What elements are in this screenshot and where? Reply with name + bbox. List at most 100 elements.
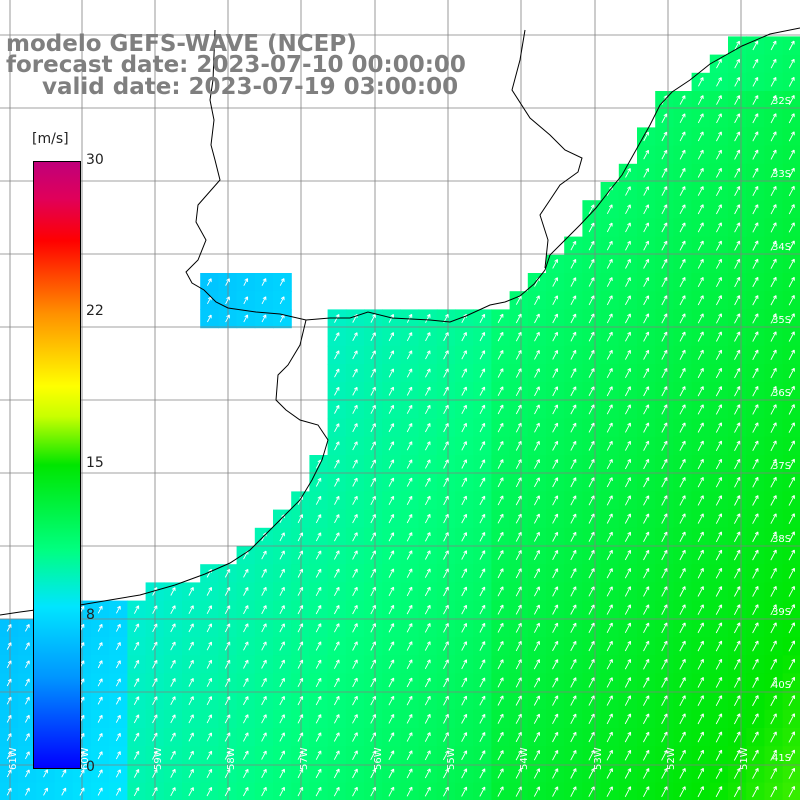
wind-arrow-1030 [370, 768, 376, 779]
wind-arrow-544 [752, 549, 759, 561]
wind-arrow-1014 [79, 769, 85, 778]
wind-arrow-155 [679, 295, 686, 306]
wind-arrow-119 [770, 258, 777, 269]
wind-arrow-856 [406, 695, 413, 706]
wind-arrow-977 [206, 750, 213, 760]
wind-arrow-125 [279, 278, 285, 286]
wind-arrow-220 [352, 350, 358, 360]
wind-arrow-835 [25, 696, 30, 705]
wind-arrow-552 [297, 568, 304, 578]
wind-arrow-443 [552, 495, 559, 506]
wind-arrow-928 [115, 732, 121, 742]
wind-arrow-112 [643, 258, 650, 269]
wind-arrow-445 [588, 495, 595, 506]
wind-arrow-1070 [297, 786, 304, 797]
wind-arrow-146 [515, 295, 522, 305]
wind-arrow-595 [424, 586, 431, 597]
wind-arrow-893 [279, 714, 285, 724]
wind-arrow-817 [497, 677, 504, 688]
wind-arrow-1081 [497, 786, 504, 797]
wind-arrow-420 [643, 477, 650, 488]
wind-arrow-506 [624, 531, 631, 542]
wind-arrow-1037 [497, 768, 504, 779]
wind-arrow-193 [334, 332, 340, 342]
wind-arrow-1054 [6, 787, 12, 796]
wind-arrow-877 [788, 695, 795, 707]
wind-arrow-1038 [515, 768, 522, 779]
wind-arrow-227 [479, 350, 486, 360]
wind-arrow-755 [170, 659, 176, 669]
wind-arrow-902 [443, 713, 449, 724]
wind-arrow-330 [461, 422, 467, 433]
wind-arrow-76 [697, 204, 704, 215]
wind-arrow-501 [534, 531, 540, 542]
wind-arrow-115 [697, 258, 704, 269]
wind-arrow-517 [261, 550, 267, 560]
wind-arrow-950 [515, 731, 522, 743]
wind-arrow-1051 [752, 767, 759, 779]
wind-arrow-160 [770, 295, 777, 306]
wind-arrow-943 [388, 732, 395, 742]
wind-arrow-605 [606, 586, 613, 597]
wind-arrow-717 [279, 641, 285, 651]
wind-arrow-582 [188, 587, 194, 596]
wind-arrow-69 [788, 185, 795, 197]
wind-arrow-914 [661, 713, 668, 725]
wind-arrow-318 [715, 404, 722, 415]
lon-label: 51W [739, 747, 750, 770]
wind-arrow-741 [715, 640, 723, 652]
wind-arrow-520 [315, 550, 322, 560]
colorbar-tick-15: 15 [86, 455, 104, 471]
wind-arrow-255 [515, 368, 522, 378]
colorbar-unit: [m/s] [32, 131, 69, 147]
wind-arrow-769 [424, 659, 431, 670]
wind-arrow-592 [370, 586, 376, 597]
wind-arrow-186 [679, 313, 686, 324]
wind-arrow-640 [479, 604, 486, 615]
wind-arrow-812 [406, 677, 413, 688]
wind-arrow-714 [224, 641, 231, 651]
wind-arrow-1092 [697, 786, 704, 798]
wind-arrow-1004 [697, 749, 704, 761]
wind-arrow-524 [388, 550, 395, 560]
wind-arrow-320 [752, 404, 759, 415]
wind-arrow-308 [534, 404, 540, 415]
wind-arrow-866 [588, 695, 595, 706]
wind-arrow-650 [661, 604, 668, 615]
wind-arrow-27 [734, 113, 741, 124]
valid-date: valid date: 2023-07-19 03:00:00 [42, 74, 459, 100]
wind-arrow-507 [643, 531, 650, 543]
wind-arrow-1032 [406, 768, 413, 779]
wind-arrow-642 [515, 604, 522, 615]
wind-arrow-739 [679, 640, 686, 652]
wind-arrow-0 [734, 40, 740, 51]
wind-arrow-118 [752, 258, 759, 269]
wind-arrow-1012 [43, 769, 48, 778]
wind-arrow-589 [315, 586, 322, 597]
wind-arrow-648 [624, 604, 631, 615]
wind-arrow-637 [424, 604, 431, 615]
wind-arrow-947 [461, 732, 468, 742]
wind-arrow-600 [515, 586, 522, 597]
wind-arrow-196 [388, 332, 394, 342]
wind-arrow-332 [497, 422, 504, 433]
wind-arrow-737 [643, 640, 650, 652]
wind-arrow-1022 [224, 768, 231, 779]
wind-arrow-826 [661, 677, 668, 688]
wind-arrow-548 [224, 568, 231, 578]
wind-arrow-279 [479, 386, 486, 396]
wind-arrow-931 [170, 732, 176, 742]
wind-arrow-783 [679, 658, 686, 670]
wind-arrow-1053 [788, 767, 796, 780]
wind-arrow-1024 [261, 768, 267, 779]
wind-arrow-747 [25, 660, 30, 669]
wind-arrow-438 [461, 495, 467, 506]
wind-arrow-345 [734, 422, 741, 433]
wind-arrow-323 [334, 423, 340, 433]
wind-arrow-896 [334, 714, 340, 724]
lon-label: 57W [299, 747, 310, 770]
wind-arrow-655 [752, 604, 759, 616]
wind-arrow-83 [606, 222, 613, 233]
wind-arrow-532 [534, 550, 540, 561]
lon-label: 60W [80, 747, 91, 770]
